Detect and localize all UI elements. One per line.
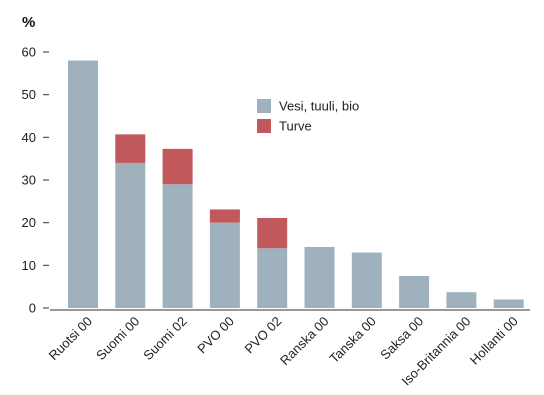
bar-segment <box>68 60 98 309</box>
y-tick-label: 60 <box>22 45 36 60</box>
bar-segment <box>115 162 146 308</box>
x-category-label: Suomi 02 <box>140 314 189 363</box>
x-category-label: Hollanti 00 <box>467 314 521 368</box>
legend-swatch <box>257 99 271 113</box>
x-category-label: Ruotsi 00 <box>46 314 95 363</box>
bar-segment <box>257 248 288 308</box>
legend-swatch <box>257 119 271 133</box>
x-category-label: Ranska 00 <box>277 314 332 369</box>
bar-segment <box>162 148 193 185</box>
legend-label: Vesi, tuuli, bio <box>279 99 359 114</box>
bar-segment <box>209 222 240 308</box>
bar-segment <box>115 134 146 163</box>
bar-segment <box>257 217 288 249</box>
bar-segment <box>162 184 193 308</box>
y-tick-label: 50 <box>22 87 36 102</box>
y-tick-label: 0 <box>29 301 36 316</box>
bar-segment <box>209 209 240 223</box>
y-tick-label: 20 <box>22 215 36 230</box>
x-category-label: Tanska 00 <box>326 314 379 367</box>
legend: Vesi, tuuli, bio Turve <box>257 99 359 134</box>
y-tick-label: 30 <box>22 173 36 188</box>
x-category-label: Suomi 00 <box>93 314 142 363</box>
bar-segment <box>493 299 524 308</box>
y-tick-label: 40 <box>22 130 36 145</box>
y-tick-label: 10 <box>22 258 36 273</box>
bar-segment <box>304 246 335 308</box>
legend-label: Turve <box>279 119 312 134</box>
bars <box>68 60 524 309</box>
y-axis: 0 10 20 30 40 50 60 <box>22 45 530 316</box>
bar-segment <box>446 292 477 308</box>
x-category-label: PVO 00 <box>194 314 237 357</box>
bar-segment <box>351 252 382 308</box>
x-category-label: PVO 02 <box>242 314 285 357</box>
bar-segment <box>399 276 430 308</box>
x-category-label: Saksa 00 <box>377 314 426 363</box>
y-axis-unit-label: % <box>22 14 35 31</box>
